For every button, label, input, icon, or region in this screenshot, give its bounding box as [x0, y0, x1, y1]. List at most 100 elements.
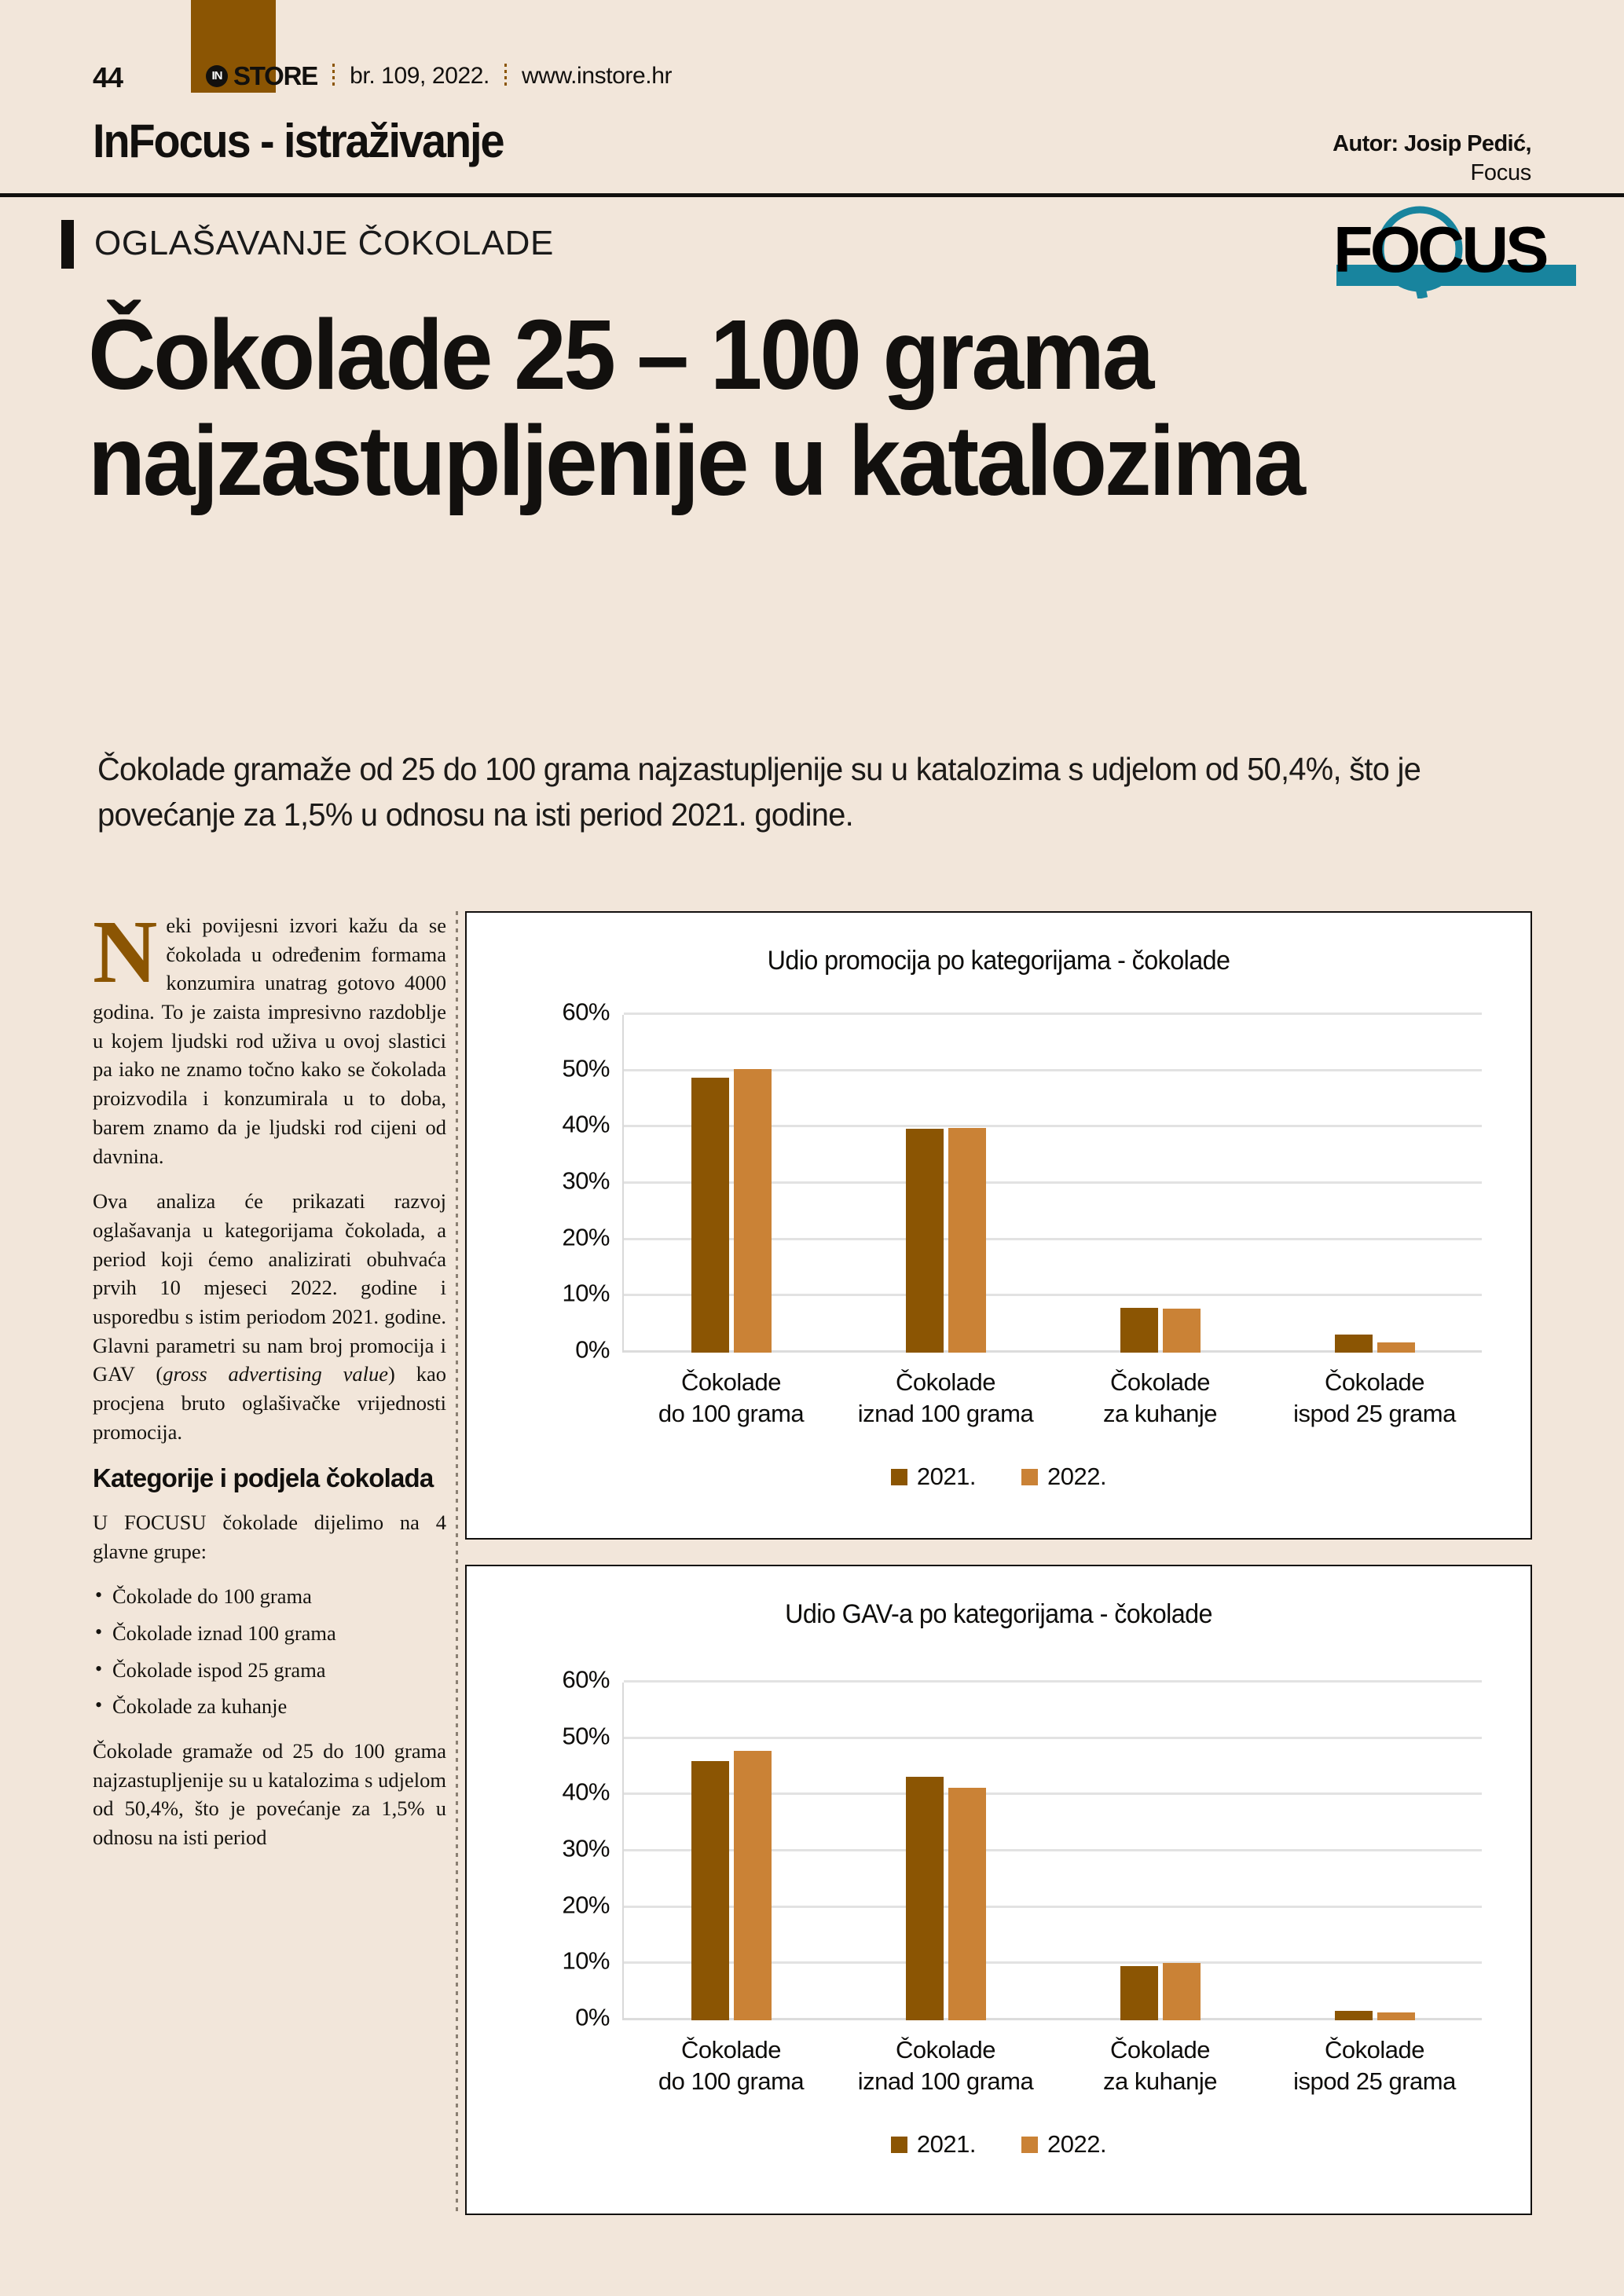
gridline: 20% — [562, 1891, 1482, 1918]
legend-item-2022[interactable]: 2022. — [1021, 2130, 1107, 2159]
legend-item-2021[interactable]: 2021. — [890, 2130, 977, 2159]
gridline: 50% — [562, 1722, 1482, 1749]
masthead-rule — [0, 193, 1624, 197]
bar-2021-3 — [1334, 1335, 1373, 1353]
paragraph-2-text-b: ) kao procjena bruto oglašivačke vrijedn… — [93, 1362, 447, 1444]
bar-2021-2 — [1120, 1307, 1158, 1353]
bar-group — [838, 1683, 1053, 2020]
bar-2022-1 — [948, 1128, 986, 1353]
gridline: 30% — [562, 1834, 1482, 1862]
legend-label: 2021. — [916, 2130, 977, 2158]
y-axis-line — [622, 1015, 624, 1353]
list-item: Čokolade za kuhanje — [93, 1691, 446, 1721]
byline-affiliation: Focus — [1470, 159, 1532, 185]
chart-plot-area: 0% 10% 20% 30% 40% 50% 60% — [562, 1665, 1482, 2031]
gridline: 60% — [562, 1665, 1482, 1693]
chart-title: Udio GAV-a po kategorijama - čokolade — [785, 1599, 1212, 1629]
legend-label: 2021. — [916, 1463, 977, 1490]
x-axis-label: Čokolade ispod 25 grama — [1293, 2036, 1456, 2095]
x-axis-label: Čokolade za kuhanje — [1103, 2036, 1217, 2095]
y-axis-tick: 40% — [562, 1778, 610, 1806]
legend-label: 2022. — [1047, 1463, 1107, 1490]
legend-item-2022[interactable]: 2022. — [1021, 1463, 1107, 1491]
bar-2022-3 — [1377, 1342, 1415, 1353]
legend-item-2021[interactable]: 2021. — [890, 1463, 977, 1491]
paragraph-2-text-a: Ova analiza će prikazati razvoj oglašava… — [93, 1189, 446, 1386]
bar-group — [1267, 1683, 1482, 2020]
bar-2021-3 — [1334, 2010, 1373, 2020]
chart-legend: 2021. 2022. — [467, 1463, 1531, 1491]
legend-swatch-icon — [1021, 1468, 1038, 1485]
bar-group — [624, 1015, 838, 1353]
gridline: 0% — [575, 1335, 1482, 1363]
store-wordmark: STORE — [233, 61, 318, 90]
y-axis-tick: 10% — [562, 1279, 610, 1307]
dotted-separator-icon — [504, 64, 507, 89]
paragraph-4: Čokolade gramaže od 25 do 100 grama najz… — [93, 1739, 446, 1850]
kicker-row: OGLAŠAVANJE ČOKOLADE — [0, 216, 1624, 279]
y-axis-tick: 30% — [562, 1834, 610, 1862]
paragraph-2-italic: gross advertising value — [163, 1362, 389, 1386]
drop-cap: N — [93, 902, 158, 1002]
y-axis-tick: 20% — [562, 1890, 610, 1918]
x-axis-label: Čokolade iznad 100 grama — [857, 1368, 1034, 1427]
bar-2021-0 — [691, 1077, 729, 1353]
y-axis-tick: 40% — [562, 1110, 610, 1138]
list-item: Čokolade do 100 grama — [93, 1581, 446, 1611]
kicker-label: OGLAŠAVANJE ČOKOLADE — [94, 224, 554, 262]
x-axis-label: Čokolade iznad 100 grama — [857, 2036, 1034, 2095]
column-divider — [456, 911, 458, 2215]
gridline: 40% — [562, 1111, 1482, 1138]
bar-2021-1 — [905, 1129, 944, 1353]
y-axis-tick: 60% — [562, 998, 610, 1026]
gridline: 40% — [562, 1778, 1482, 1806]
bar-2022-3 — [1377, 2012, 1415, 2020]
y-axis-tick: 20% — [562, 1222, 610, 1251]
gridline: 30% — [562, 1166, 1482, 1194]
deck-summary: Čokolade gramaže od 25 do 100 grama najz… — [97, 751, 1421, 833]
bar-2021-2 — [1120, 1966, 1158, 2020]
bar-2021-0 — [691, 1760, 729, 2020]
x-axis-label: Čokolade za kuhanje — [1103, 1368, 1217, 1427]
y-axis-tick: 60% — [562, 1665, 610, 1694]
focus-underbar — [1336, 265, 1576, 286]
x-axis-labels: Čokolade do 100 grama Čokolade iznad 100 gr… — [624, 1367, 1482, 1429]
focus-wordmark: FOCUS — [1333, 213, 1547, 286]
chart-panel-gav: Udio GAV-a po kategorijama - čokolade 0%… — [465, 1565, 1532, 2215]
bar-group — [624, 1683, 838, 2020]
gridline: 60% — [562, 998, 1482, 1025]
gridline: 10% — [562, 1947, 1482, 1975]
paragraph-2: Ova analiza će prikazati razvoj oglašava… — [93, 1187, 446, 1446]
paragraph-3: U FOCUSU čokolade dijelimo na 4 glavne g… — [93, 1510, 446, 1563]
section-title: InFocus - istraživanje — [93, 115, 505, 167]
website-label: www.instore.hr — [521, 63, 673, 89]
bar-2021-1 — [905, 1776, 944, 2020]
y-axis-tick: 10% — [562, 1946, 610, 1975]
x-axis-labels: Čokolade do 100 grama Čokolade iznad 100 gr… — [624, 2034, 1482, 2096]
gridlines: 0% 10% 20% 30% 40% 50% 60% — [562, 1665, 1482, 2031]
gridlines: 0% 10% 20% 30% 40% 50% 60% — [562, 998, 1482, 1363]
bar-2022-2 — [1162, 1309, 1201, 1353]
bar-2022-0 — [733, 1068, 772, 1353]
chart-legend: 2021. 2022. — [467, 2130, 1531, 2159]
paragraph-1-text: eki povijesni izvori kažu da se čokolada… — [93, 914, 446, 1168]
list-item: Čokolade ispod 25 grama — [93, 1655, 446, 1685]
category-list: Čokolade do 100 grama Čokolade iznad 100… — [93, 1581, 446, 1721]
gridline: 20% — [562, 1223, 1482, 1251]
legend-swatch-icon — [1021, 2136, 1038, 2153]
legend-swatch-icon — [890, 1468, 907, 1485]
y-axis-tick: 0% — [575, 2003, 610, 2031]
x-axis-label: Čokolade ispod 25 grama — [1293, 1368, 1456, 1427]
gridline: 50% — [562, 1054, 1482, 1082]
bar-groups — [624, 1015, 1482, 1353]
x-axis-label: Čokolade do 100 grama — [658, 1368, 805, 1427]
gridline: 0% — [575, 2003, 1482, 2031]
x-axis-label: Čokolade do 100 grama — [658, 2036, 805, 2095]
chart-title: Udio promocija po kategorijama - čokolad… — [767, 946, 1230, 976]
y-axis-tick: 30% — [562, 1166, 610, 1195]
byline: Autor: Josip Pedić, Focus — [1333, 130, 1531, 187]
bar-group — [1267, 1015, 1482, 1353]
bar-2022-0 — [733, 1751, 772, 2020]
page-number: 44 — [93, 61, 123, 93]
